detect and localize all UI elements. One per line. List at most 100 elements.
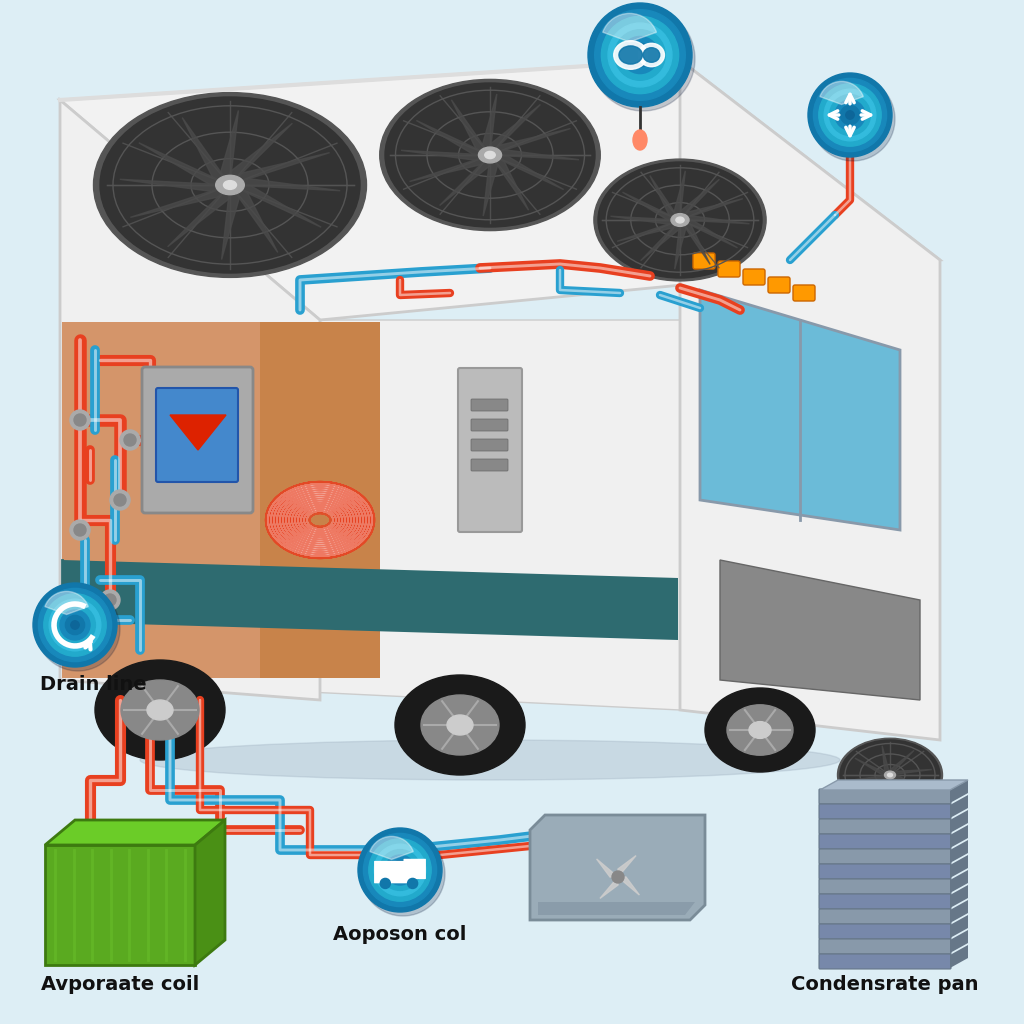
Circle shape (60, 610, 90, 640)
Circle shape (612, 871, 624, 883)
Circle shape (364, 834, 436, 906)
Ellipse shape (380, 80, 600, 230)
Circle shape (846, 111, 854, 119)
Circle shape (819, 84, 882, 146)
Polygon shape (170, 415, 226, 450)
Ellipse shape (727, 705, 793, 756)
Polygon shape (490, 155, 528, 210)
Ellipse shape (705, 688, 815, 772)
Polygon shape (680, 220, 710, 264)
Polygon shape (230, 178, 340, 190)
Polygon shape (168, 185, 230, 247)
Circle shape (622, 37, 658, 74)
FancyBboxPatch shape (743, 269, 765, 285)
Circle shape (39, 589, 112, 662)
Circle shape (100, 590, 120, 610)
Polygon shape (62, 322, 380, 678)
Circle shape (591, 7, 695, 111)
FancyBboxPatch shape (693, 253, 715, 269)
Text: Drain line: Drain line (40, 675, 146, 694)
Circle shape (70, 410, 90, 430)
Ellipse shape (147, 700, 173, 720)
Polygon shape (60, 60, 940, 319)
Circle shape (374, 844, 426, 896)
FancyBboxPatch shape (156, 388, 238, 482)
FancyBboxPatch shape (718, 261, 740, 278)
FancyBboxPatch shape (819, 939, 951, 954)
FancyBboxPatch shape (819, 834, 951, 849)
Polygon shape (650, 175, 680, 220)
Ellipse shape (447, 715, 473, 735)
Ellipse shape (594, 159, 766, 281)
Polygon shape (950, 795, 968, 818)
Text: Aoposon col: Aoposon col (334, 925, 467, 944)
Circle shape (588, 3, 692, 106)
Ellipse shape (638, 43, 665, 67)
Polygon shape (230, 185, 322, 227)
Circle shape (635, 50, 645, 60)
FancyBboxPatch shape (819, 819, 951, 834)
FancyBboxPatch shape (819, 879, 951, 894)
Polygon shape (950, 885, 968, 908)
Circle shape (824, 89, 876, 141)
Circle shape (120, 430, 140, 450)
Polygon shape (950, 810, 968, 833)
Wedge shape (370, 837, 414, 859)
Circle shape (49, 599, 100, 651)
Circle shape (595, 9, 685, 100)
Polygon shape (130, 185, 230, 217)
Ellipse shape (618, 46, 642, 65)
Circle shape (71, 621, 79, 629)
Circle shape (829, 94, 870, 135)
Polygon shape (890, 775, 925, 792)
Polygon shape (230, 153, 330, 185)
Polygon shape (220, 111, 239, 185)
Circle shape (110, 490, 130, 510)
FancyBboxPatch shape (819, 790, 951, 804)
Circle shape (841, 105, 859, 125)
Polygon shape (45, 845, 195, 965)
Ellipse shape (838, 738, 942, 812)
Polygon shape (890, 775, 898, 804)
Circle shape (369, 839, 431, 901)
Ellipse shape (888, 773, 893, 777)
FancyBboxPatch shape (471, 399, 508, 411)
Polygon shape (410, 155, 490, 181)
Circle shape (390, 860, 410, 880)
Ellipse shape (478, 147, 502, 163)
FancyBboxPatch shape (471, 439, 508, 451)
Polygon shape (45, 820, 225, 845)
Polygon shape (490, 150, 579, 160)
Ellipse shape (95, 660, 225, 760)
Polygon shape (538, 902, 695, 915)
Ellipse shape (421, 695, 499, 755)
Ellipse shape (93, 92, 367, 278)
Circle shape (808, 73, 892, 157)
Circle shape (811, 77, 895, 161)
FancyBboxPatch shape (819, 849, 951, 864)
Ellipse shape (613, 41, 647, 70)
Circle shape (70, 520, 90, 540)
Polygon shape (597, 859, 618, 877)
Ellipse shape (140, 740, 840, 780)
Polygon shape (950, 900, 968, 923)
Ellipse shape (385, 83, 595, 227)
Polygon shape (890, 769, 932, 775)
Polygon shape (950, 840, 968, 863)
Polygon shape (617, 220, 680, 242)
FancyBboxPatch shape (819, 894, 951, 909)
Ellipse shape (121, 680, 199, 740)
Circle shape (33, 583, 117, 667)
Circle shape (396, 866, 404, 874)
Polygon shape (60, 100, 319, 700)
Circle shape (54, 604, 95, 645)
Ellipse shape (633, 130, 647, 150)
Polygon shape (490, 155, 563, 189)
Polygon shape (950, 945, 968, 968)
Polygon shape (401, 151, 490, 161)
Polygon shape (62, 322, 260, 678)
Polygon shape (950, 870, 968, 893)
Polygon shape (680, 199, 742, 220)
Polygon shape (600, 877, 618, 898)
Polygon shape (623, 193, 680, 220)
